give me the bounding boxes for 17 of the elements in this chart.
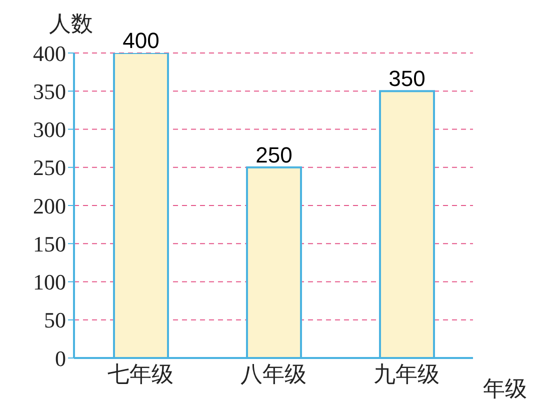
y-tick-label: 350 — [33, 78, 66, 104]
data-label: 350 — [388, 66, 426, 92]
y-tick-label: 0 — [55, 346, 66, 371]
y-tick-label: 50 — [44, 308, 66, 333]
x-axis-title: 年级 — [483, 376, 527, 401]
data-label: 400 — [122, 28, 160, 53]
y-tick-label: 100 — [33, 270, 66, 295]
x-tick-label: 七年级 — [108, 362, 174, 387]
y-tick-label: 300 — [33, 117, 66, 142]
y-tick-label: 400 — [33, 40, 66, 66]
x-tick-label: 九年级 — [374, 362, 440, 387]
y-axis-title: 人数 — [49, 11, 93, 36]
x-tick-label: 八年级 — [240, 362, 306, 387]
y-tick-label: 200 — [33, 193, 66, 218]
y-tick-label: 150 — [33, 231, 66, 256]
y-tick-label: 250 — [33, 155, 66, 180]
data-label: 250 — [256, 142, 292, 168]
